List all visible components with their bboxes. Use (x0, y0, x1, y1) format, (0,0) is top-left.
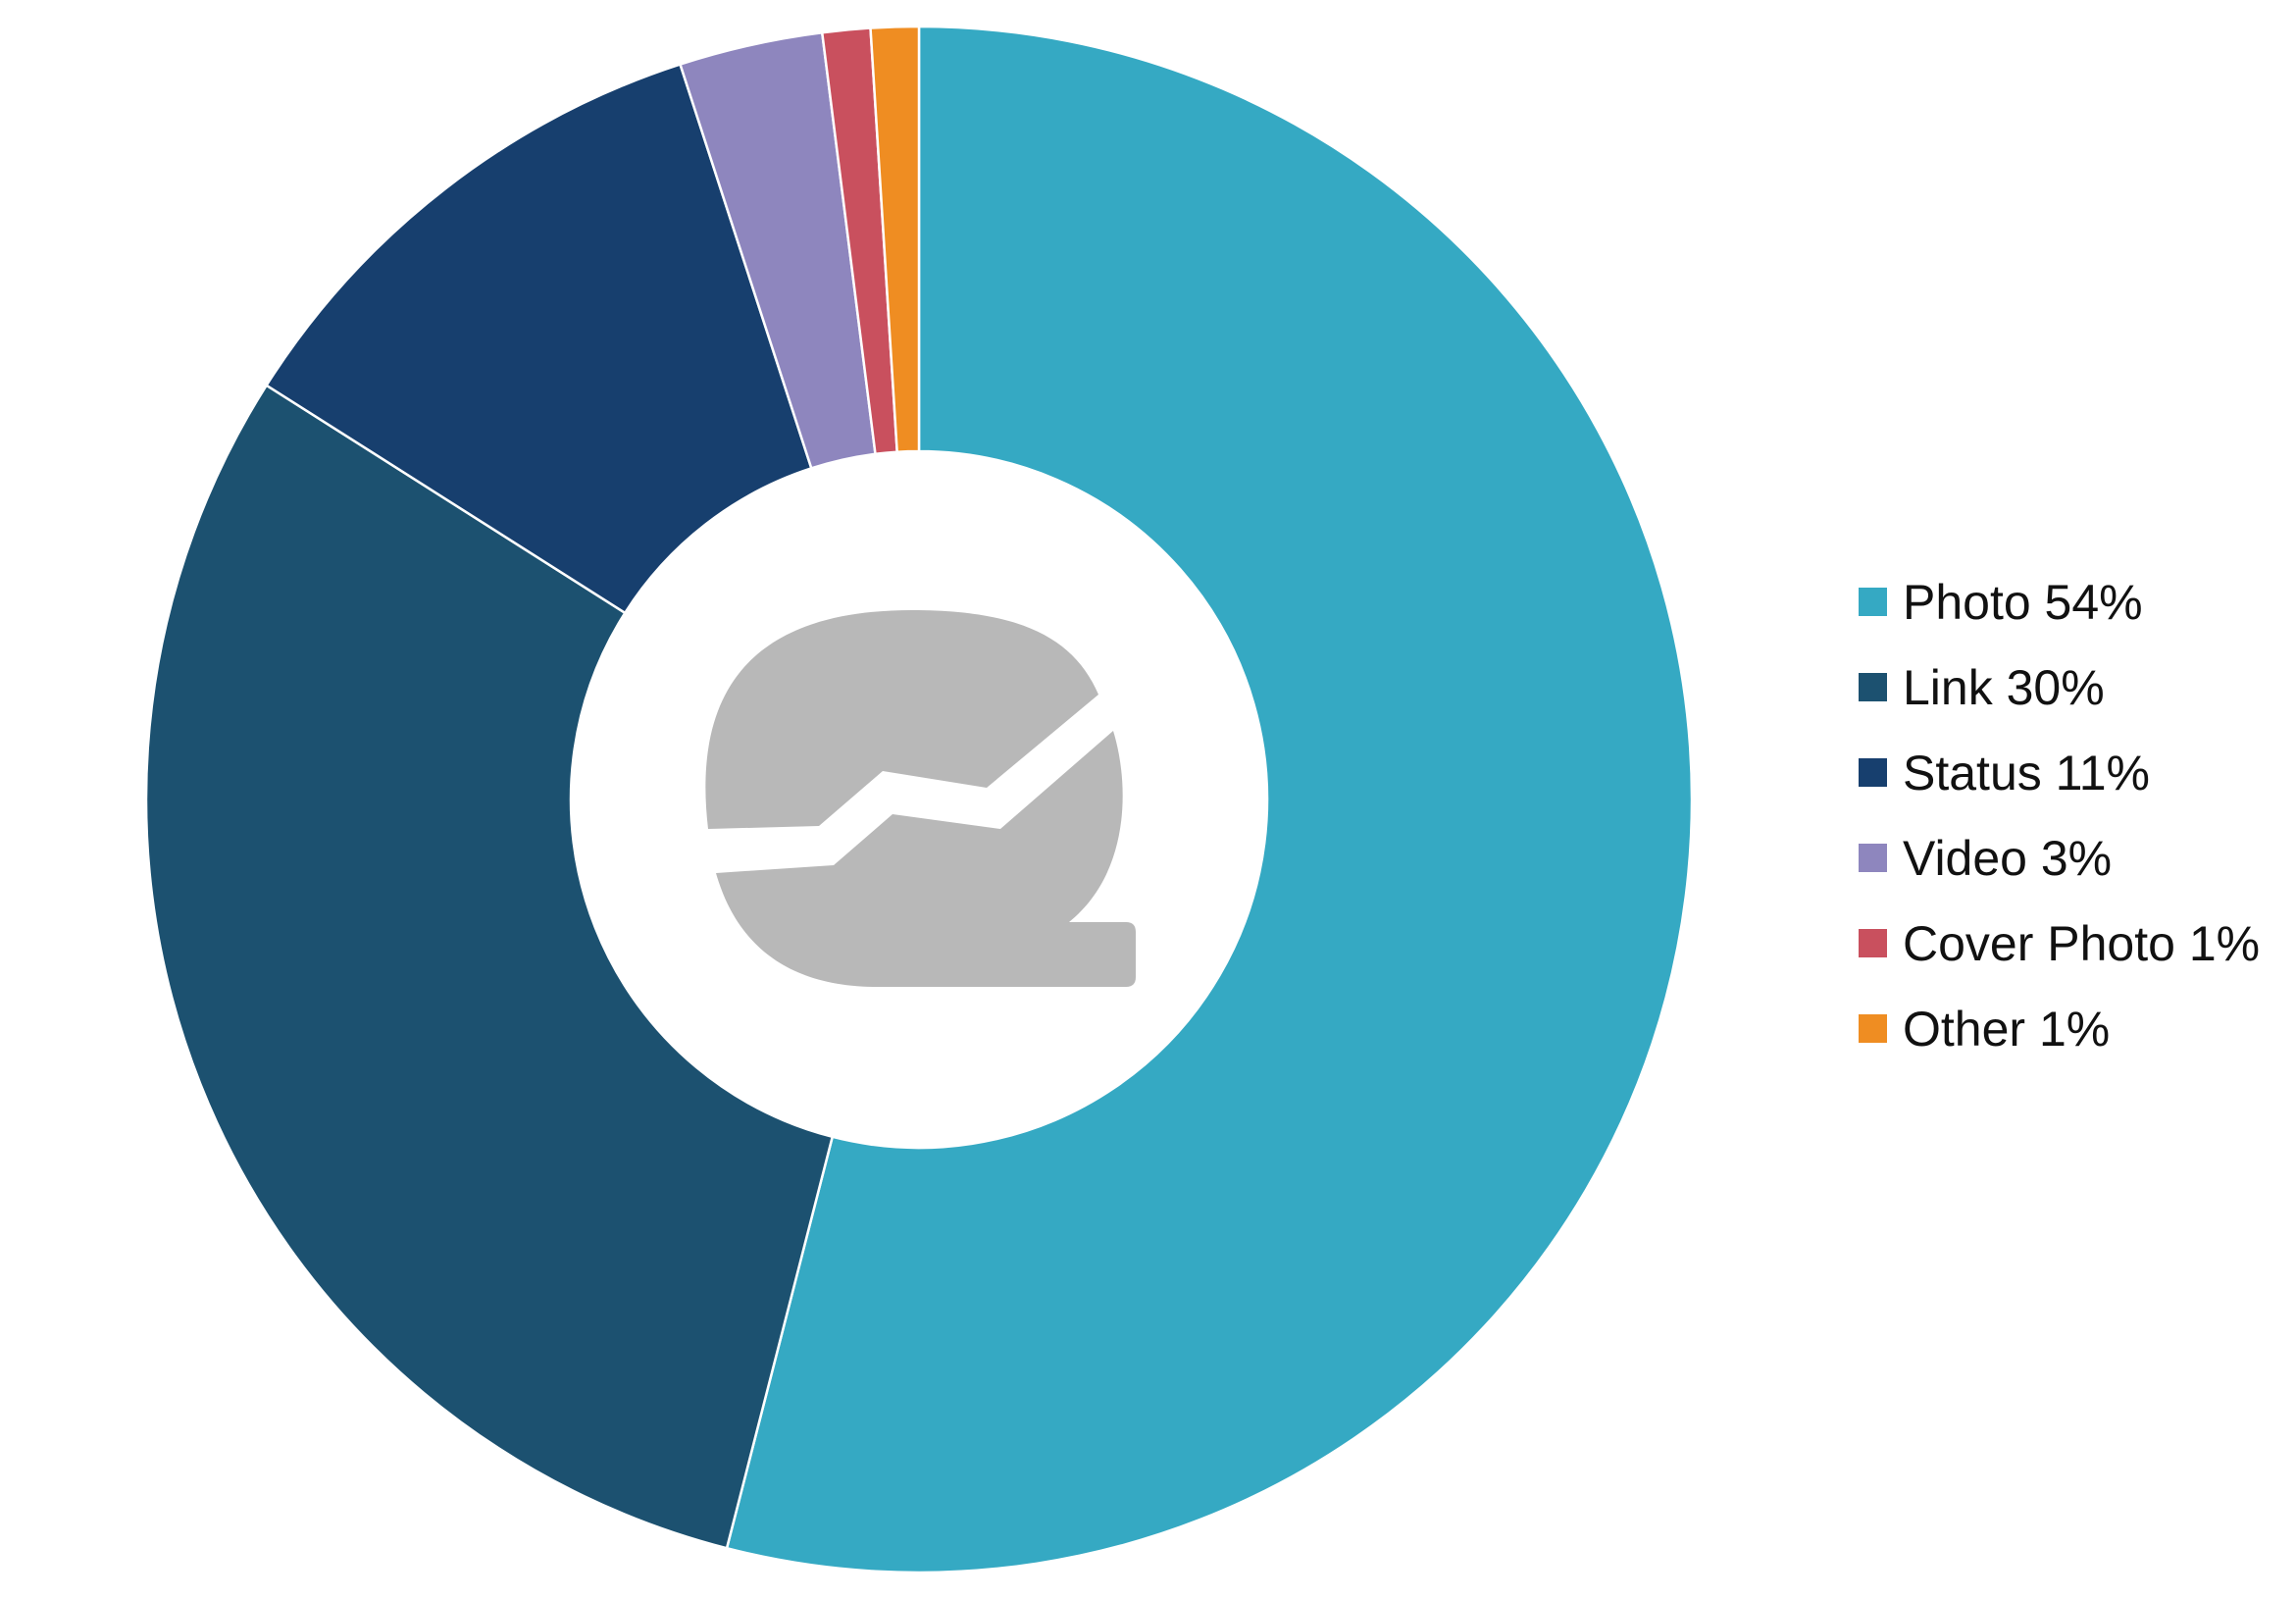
legend-swatch (1859, 844, 1887, 872)
slice-photo (725, 25, 1694, 1574)
legend-item-status: Status 11% (1859, 730, 2290, 815)
legend-item-cover-photo: Cover Photo 1% (1859, 901, 2290, 986)
slice-link (144, 384, 835, 1550)
legend-item-link: Link 30% (1859, 645, 2290, 730)
chart-legend: Photo 54% Link 30% Status 11% Video 3% Cover… (1859, 559, 2290, 1071)
legend-label: Status 11% (1903, 745, 2151, 800)
slice-other (869, 25, 921, 454)
legend-item-video: Video 3% (1859, 815, 2290, 901)
chart-logo-icon (705, 610, 1136, 987)
legend-label: Photo 54% (1903, 574, 2143, 630)
legend-swatch (1859, 758, 1887, 787)
legend-label: Link 30% (1903, 659, 2105, 715)
legend-item-other: Other 1% (1859, 986, 2290, 1071)
donut-slices (144, 25, 1694, 1574)
slice-status (264, 62, 813, 615)
legend-swatch (1859, 1014, 1887, 1043)
legend-swatch (1859, 588, 1887, 616)
legend-label: Cover Photo 1% (1903, 915, 2261, 971)
legend-swatch (1859, 929, 1887, 957)
legend-swatch (1859, 673, 1887, 701)
legend-label: Other 1% (1903, 1001, 2111, 1057)
legend-label: Video 3% (1903, 830, 2113, 886)
legend-item-photo: Photo 54% (1859, 559, 2290, 645)
